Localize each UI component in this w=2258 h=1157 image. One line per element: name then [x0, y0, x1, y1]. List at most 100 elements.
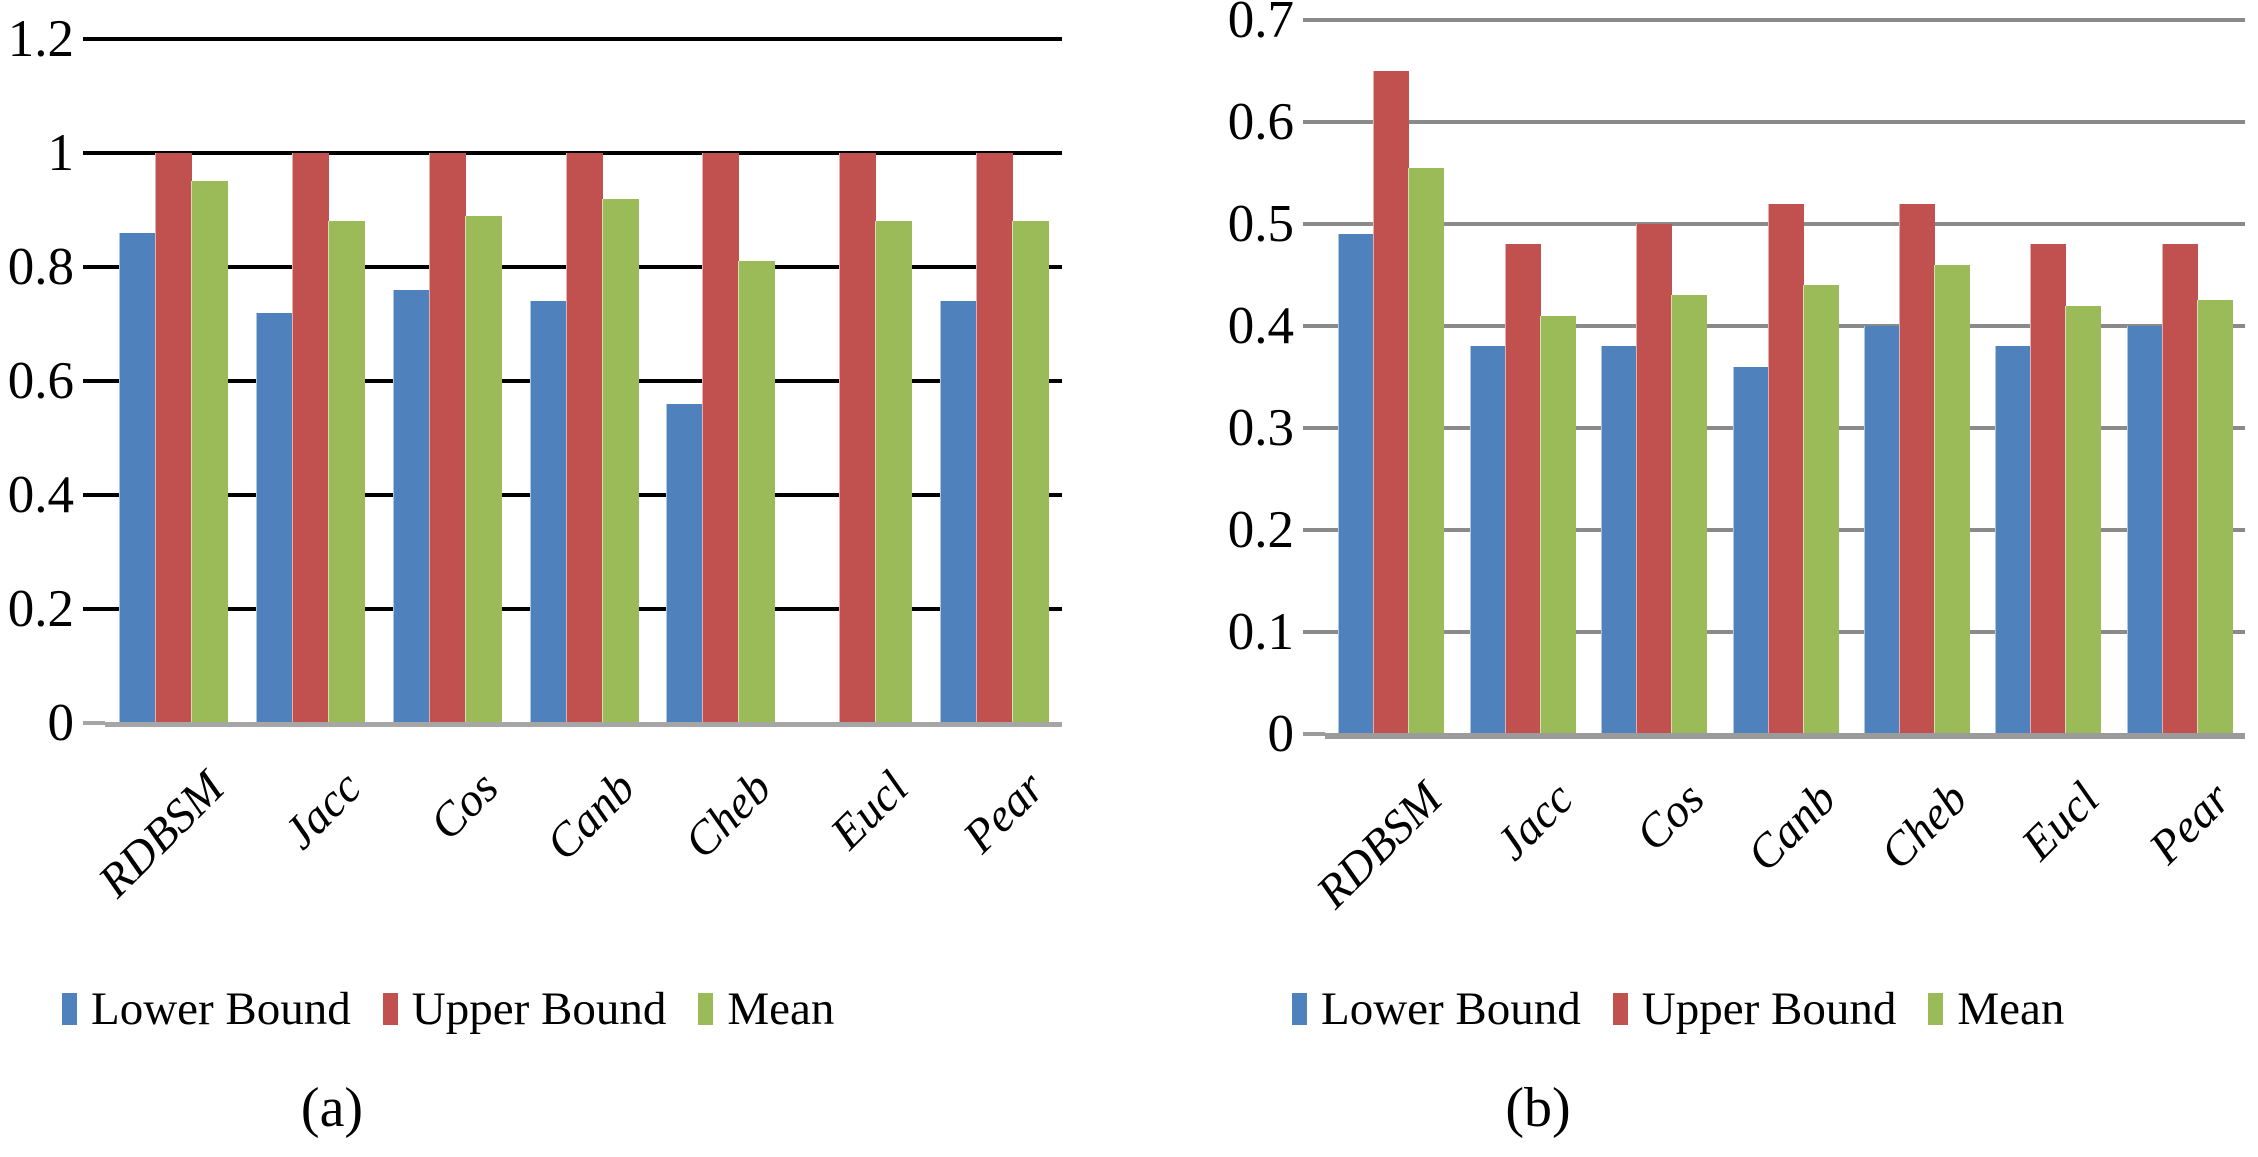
bar-mean-cos [1671, 295, 1707, 734]
y-axis-tick [1303, 324, 1325, 328]
bar-lower-bound-cheb [1864, 326, 1900, 734]
x-axis-category-label: Eucl [2011, 772, 2110, 871]
y-axis-tick-label: 0.2 [7, 580, 74, 638]
legend: Lower Bound Upper Bound Mean [62, 985, 834, 1033]
bar-lower-bound-cos [393, 290, 430, 723]
y-axis-tick-label: 0.6 [7, 352, 74, 410]
legend-label-lower-bound: Lower Bound [1321, 983, 1581, 1035]
bar-mean-cos [465, 216, 502, 723]
y-axis-tick-label: 0.6 [1227, 93, 1294, 151]
caption-a: (a) [300, 1077, 364, 1139]
bar-mean-jacc [328, 221, 365, 723]
bar-lower-bound-cos [1601, 346, 1637, 734]
bar-upper-bound-rdbsm [1373, 71, 1409, 734]
bar-mean-cheb [738, 261, 775, 723]
y-axis-tick [1303, 528, 1325, 532]
bar-mean-rdbsm [191, 181, 228, 723]
y-axis-tick [1303, 732, 1325, 736]
bar-lower-bound-pear [2127, 326, 2163, 734]
legend-swatch-mean [1928, 993, 1944, 1025]
x-axis-category-label: Pear [2139, 772, 2241, 874]
legend-label-upper-bound: Upper Bound [1641, 983, 1897, 1035]
x-axis-category-label: Jacc [1485, 772, 1584, 871]
legend-label-lower-bound: Lower Bound [91, 983, 351, 1035]
x-axis-category-label: RDBSM [1306, 772, 1453, 919]
bar-mean-rdbsm [1408, 168, 1444, 734]
bar-mean-canb [602, 199, 639, 723]
legend-item-upper-bound: Upper Bound [382, 983, 667, 1035]
y-axis-tick-label: 1.2 [7, 10, 74, 68]
gridline-y-0.7 [1325, 18, 2245, 22]
legend-swatch-lower-bound [62, 993, 77, 1025]
bar-lower-bound-rdbsm [119, 233, 156, 723]
bar-lower-bound-canb [530, 301, 567, 723]
legend-label-upper-bound: Upper Bound [411, 983, 667, 1035]
bar-lower-bound-pear [940, 301, 977, 723]
legend-label-mean: Mean [1957, 983, 2065, 1035]
bar-mean-canb [1803, 285, 1839, 734]
bar-mean-eucl [2065, 306, 2101, 734]
y-axis-tick [83, 721, 105, 725]
y-axis-tick-label: 0 [47, 694, 75, 752]
x-axis-baseline [1325, 733, 2245, 739]
y-axis-tick [83, 37, 105, 41]
y-axis-tick [1303, 630, 1325, 634]
bar-lower-bound-rdbsm [1338, 234, 1374, 734]
legend-swatch-lower-bound [1292, 993, 1307, 1025]
y-axis-tick [83, 379, 105, 383]
bar-mean-pear [2197, 300, 2233, 734]
x-axis-category-label: Canb [1737, 772, 1847, 882]
y-axis-tick [83, 493, 105, 497]
bar-mean-eucl [875, 221, 912, 723]
y-axis-tick [83, 265, 105, 269]
legend-label-mean: Mean [727, 983, 835, 1035]
y-axis-tick-label: 0.2 [1227, 501, 1294, 559]
bar-mean-cheb [1934, 265, 1970, 734]
bar-upper-bound-rdbsm [155, 153, 192, 723]
bar-lower-bound-canb [1733, 367, 1769, 734]
bar-upper-bound-jacc [1505, 244, 1541, 734]
bar-mean-jacc [1540, 316, 1576, 734]
bar-upper-bound-jacc [292, 153, 329, 723]
y-axis-tick-label: 0.4 [7, 466, 74, 524]
bar-upper-bound-eucl [2030, 244, 2066, 734]
x-axis-baseline [105, 722, 1062, 727]
bar-lower-bound-cheb [666, 404, 703, 723]
bar-upper-bound-cos [1636, 224, 1672, 734]
y-axis-tick [83, 151, 105, 155]
legend-item-lower-bound: Lower Bound [1292, 985, 1581, 1033]
y-axis-tick [1303, 120, 1325, 124]
x-axis-category-label: Cos [1626, 772, 1715, 862]
legend-swatch-upper-bound [382, 993, 398, 1025]
bar-upper-bound-cos [429, 153, 466, 723]
y-axis-tick-label: 0.7 [1227, 0, 1294, 49]
y-axis-tick-label: 0 [1267, 705, 1295, 763]
bar-lower-bound-jacc [1470, 346, 1506, 734]
gridline-y-0.6 [1325, 120, 2245, 124]
y-axis-tick-label: 0.5 [1227, 195, 1294, 253]
legend-item-lower-bound: Lower Bound [62, 985, 351, 1033]
bar-upper-bound-eucl [839, 153, 876, 723]
legend-item-mean: Mean [698, 985, 834, 1033]
y-axis-tick [1303, 426, 1325, 430]
gridline-y-1.2 [105, 37, 1062, 41]
bar-upper-bound-canb [566, 153, 603, 723]
legend-swatch-mean [698, 993, 714, 1025]
legend: Lower Bound Upper Bound Mean [1292, 985, 2064, 1033]
bar-lower-bound-jacc [256, 313, 293, 723]
bar-mean-pear [1012, 221, 1049, 723]
y-axis-tick-label: 0.3 [1227, 399, 1294, 457]
legend-item-upper-bound: Upper Bound [1612, 983, 1897, 1035]
y-axis-tick [83, 607, 105, 611]
caption-b: (b) [1505, 1077, 1571, 1139]
y-axis-tick-label: 1 [47, 124, 75, 182]
y-axis-tick-label: 0.1 [1227, 603, 1294, 661]
bar-upper-bound-cheb [1899, 204, 1935, 734]
legend-swatch-upper-bound [1612, 993, 1628, 1025]
bar-lower-bound-eucl [1995, 346, 2031, 734]
bar-upper-bound-canb [1768, 204, 1804, 734]
y-axis-tick-label: 0.8 [7, 238, 74, 296]
